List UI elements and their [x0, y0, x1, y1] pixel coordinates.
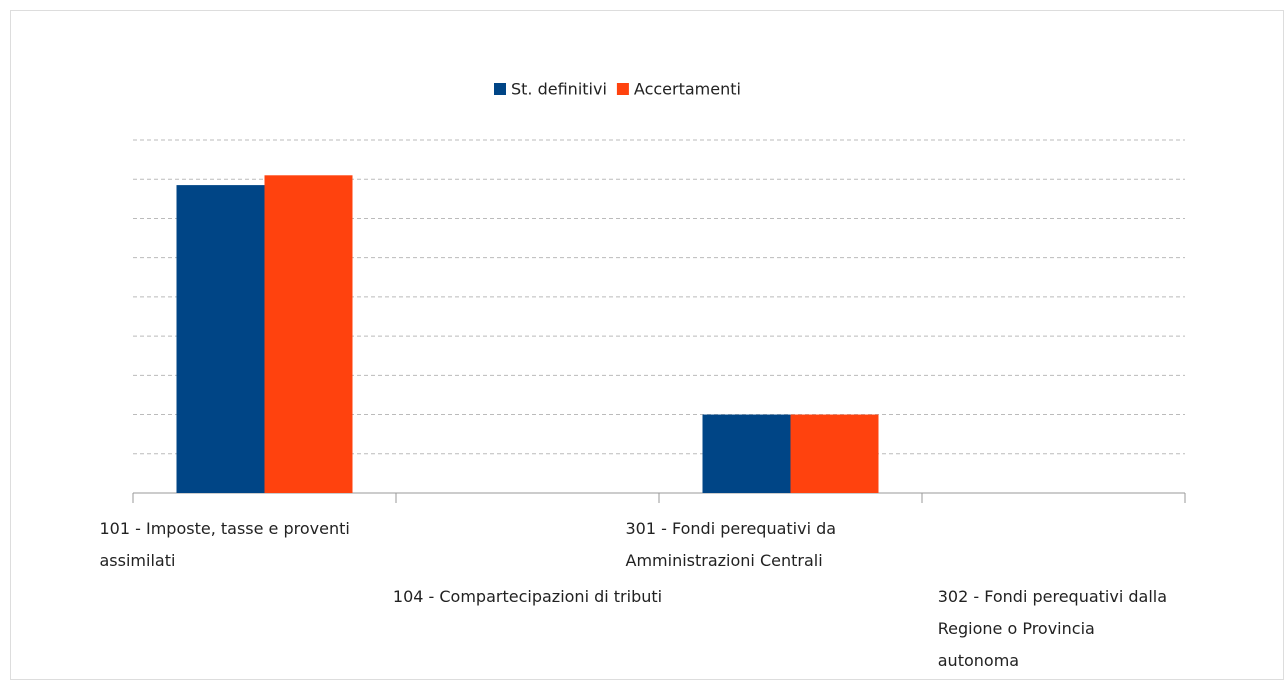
x-tick-label: 302 - Fondi perequativi dalla Regione o … [937, 587, 1168, 670]
frame [10, 10, 1284, 680]
legend-label: St. definitivi [511, 80, 607, 99]
bar [702, 414, 791, 493]
x-tick-label: 104 - Compartecipazioni di tributi [392, 587, 663, 606]
legend-swatch [494, 83, 506, 95]
legend-label: Accertamenti [634, 80, 741, 99]
bar [264, 175, 353, 494]
legend-swatch [616, 83, 629, 95]
bar [176, 185, 265, 493]
x-tick-label: 301 - Fondi perequativi da Amministrazio… [625, 519, 837, 570]
x-tick-label: 101 - Imposte, tasse e proventi assimila… [99, 519, 350, 570]
bar [790, 414, 879, 493]
